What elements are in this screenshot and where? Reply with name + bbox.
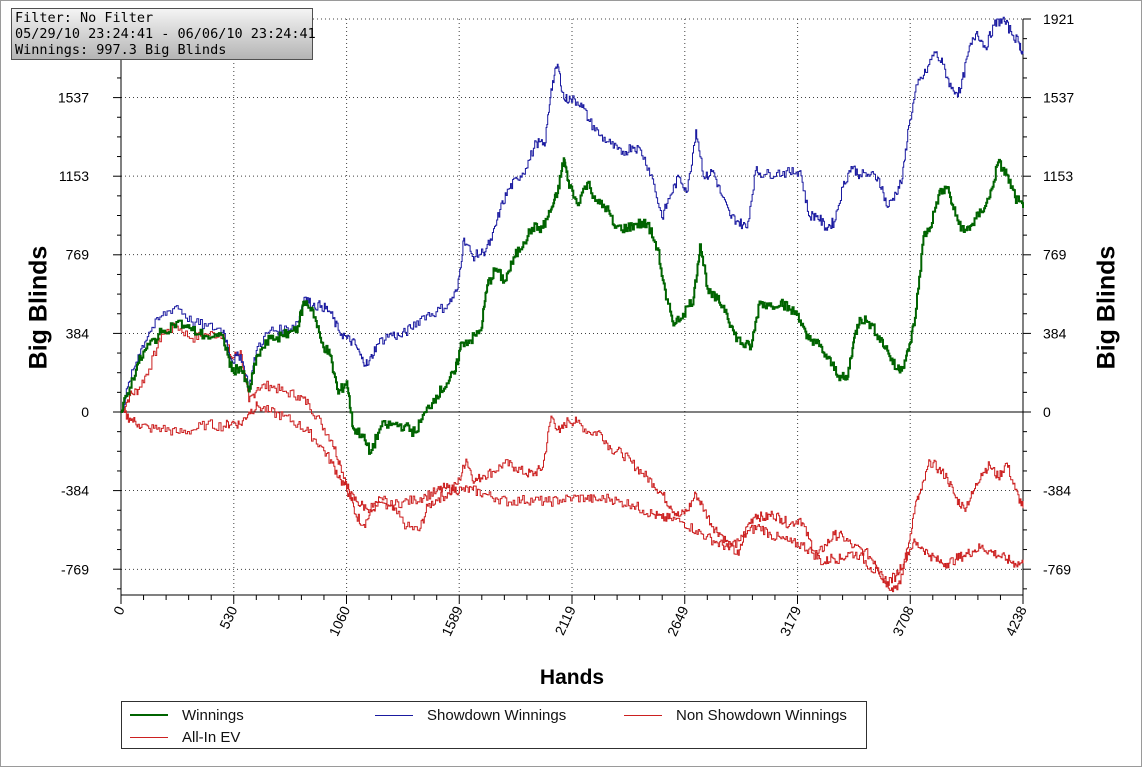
- legend-label-showdown-winnings: Showdown Winnings: [427, 706, 567, 724]
- legend-item-winnings: Winnings: [130, 704, 244, 726]
- y-tick-label-left: -769: [61, 561, 89, 577]
- y-tick-label-left: 769: [66, 247, 90, 263]
- series-line-showdown-winnings: [121, 16, 1024, 413]
- legend-label-non-showdown-winnings: Non Showdown Winnings: [676, 706, 847, 724]
- filter-info-box: Filter: No Filter 05/29/10 23:24:41 - 06…: [11, 8, 316, 60]
- legend-label-winnings: Winnings: [182, 706, 244, 724]
- legend-item-all-in-ev: All-In EV: [130, 726, 240, 748]
- grid-lines: [121, 18, 1023, 595]
- y-axis-title-left: Big Blinds: [24, 245, 53, 370]
- y-tick-label-right: -384: [1043, 483, 1071, 499]
- x-tick-label: 1589: [438, 603, 466, 638]
- y-tick-label-right: 769: [1043, 247, 1067, 263]
- x-tick-label: 2649: [664, 603, 692, 638]
- filter-text: Filter: No Filter: [15, 10, 154, 26]
- y-tick-label-right: 0: [1043, 404, 1051, 420]
- legend-item-showdown-winnings: Showdown Winnings: [375, 704, 566, 726]
- series-lines: [121, 16, 1024, 593]
- chart-legend: Winnings Showdown Winnings Non Showdown …: [121, 701, 867, 749]
- y-axis-title-right: Big Blinds: [1092, 245, 1121, 370]
- x-tick-label: 4238: [1002, 603, 1030, 638]
- x-tick-label: 0: [110, 603, 128, 617]
- x-tick-label: 3179: [777, 603, 805, 638]
- x-axis-title: Hands: [539, 666, 605, 689]
- y-tick-label-right: 1921: [1043, 11, 1074, 27]
- y-tick-label-left: -384: [61, 483, 89, 499]
- x-tick-label: 3708: [889, 603, 917, 638]
- date-range-text: 05/29/10 23:24:41 - 06/06/10 23:24:41: [15, 26, 316, 42]
- x-tick-label: 530: [216, 603, 240, 631]
- series-line-winnings: [121, 157, 1024, 455]
- legend-swatch-winnings: [130, 714, 168, 716]
- y-tick-label-right: 1537: [1043, 90, 1074, 106]
- legend-label-all-in-ev: All-In EV: [182, 728, 241, 746]
- x-tick-label: 1060: [326, 603, 354, 638]
- y-tick-label-right: -769: [1043, 561, 1071, 577]
- y-tick-label-left: 384: [66, 325, 90, 341]
- legend-item-non-showdown-winnings: Non Showdown Winnings: [624, 704, 847, 726]
- y-tick-label-left: 0: [81, 404, 89, 420]
- winnings-summary-text: Winnings: 997.3 Big Blinds: [15, 42, 227, 58]
- tick-marks: [113, 18, 1031, 604]
- legend-swatch-non-showdown-winnings: [624, 714, 662, 716]
- series-line-all-in-ev: [121, 322, 1024, 593]
- x-tick-label: 2119: [551, 603, 578, 637]
- y-tick-label-left: 1537: [58, 90, 89, 106]
- y-tick-label-right: 1153: [1043, 168, 1073, 184]
- legend-swatch-showdown-winnings: [375, 714, 413, 716]
- legend-swatch-all-in-ev: [130, 736, 168, 738]
- y-tick-label-right: 384: [1043, 325, 1067, 341]
- y-tick-label-left: 1153: [59, 168, 89, 184]
- series-line-non-showdown-winnings: [121, 401, 1024, 586]
